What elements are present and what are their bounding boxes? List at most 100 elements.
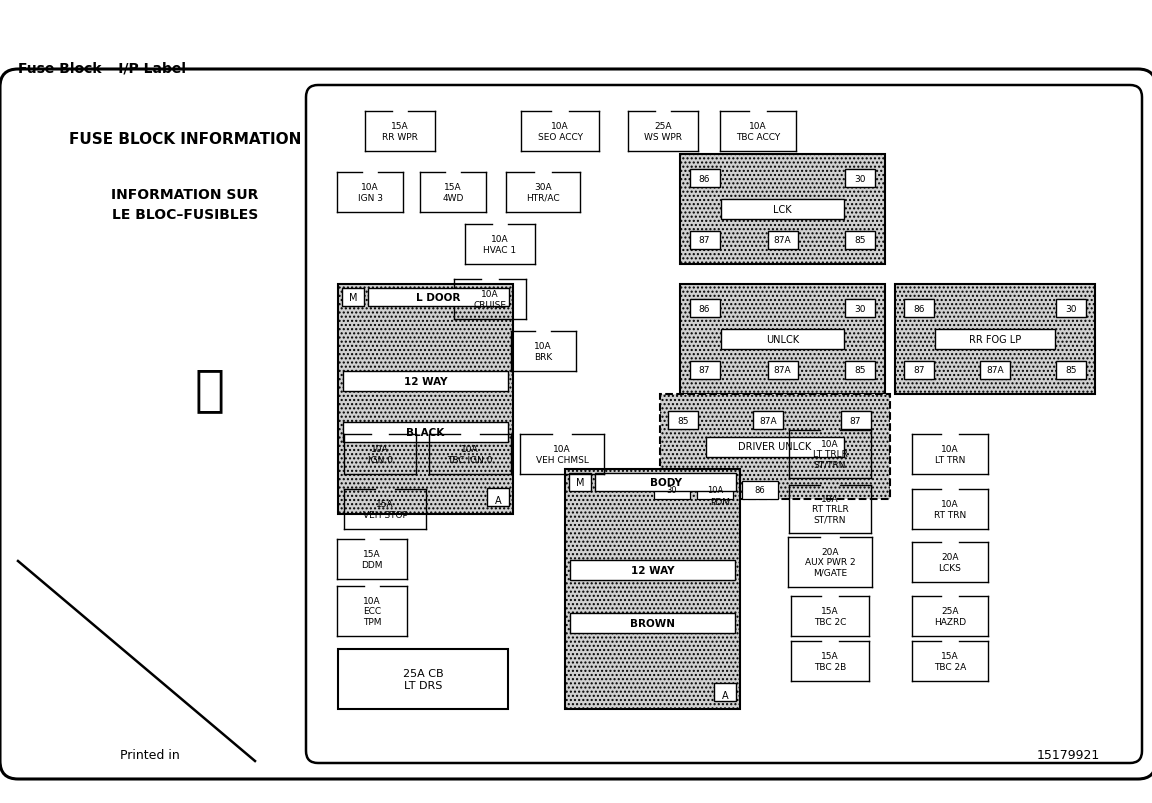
Text: BLACK: BLACK	[407, 427, 445, 438]
FancyBboxPatch shape	[841, 412, 871, 430]
Text: 87: 87	[699, 366, 711, 375]
Text: 87A: 87A	[986, 366, 1003, 375]
FancyBboxPatch shape	[680, 284, 885, 394]
Text: 15A
VEH STOP: 15A VEH STOP	[363, 499, 408, 519]
FancyBboxPatch shape	[714, 683, 736, 701]
Text: 📖: 📖	[195, 365, 225, 414]
Text: 30: 30	[855, 304, 866, 313]
FancyBboxPatch shape	[569, 474, 591, 491]
Text: 10A
LT TRLR
ST/TRN: 10A LT TRLR ST/TRN	[812, 439, 848, 469]
Text: 10A
RT TRN: 10A RT TRN	[934, 499, 967, 519]
FancyBboxPatch shape	[343, 422, 508, 442]
Text: 10A
HVAC 1: 10A HVAC 1	[484, 235, 516, 255]
FancyBboxPatch shape	[668, 412, 698, 430]
Text: DRIVER UNLCK: DRIVER UNLCK	[738, 442, 812, 452]
FancyBboxPatch shape	[487, 488, 509, 507]
Text: INFORMATION SUR: INFORMATION SUR	[112, 188, 259, 202]
Text: 20A
LCKS: 20A LCKS	[939, 552, 962, 572]
FancyBboxPatch shape	[338, 284, 513, 515]
Text: 10A
VEH CHMSL: 10A VEH CHMSL	[536, 445, 589, 464]
Text: 87A: 87A	[774, 366, 791, 375]
Text: 87A: 87A	[774, 236, 791, 245]
FancyBboxPatch shape	[654, 482, 690, 499]
Text: 30: 30	[1066, 304, 1077, 313]
FancyBboxPatch shape	[342, 288, 364, 307]
FancyBboxPatch shape	[935, 329, 1055, 349]
Text: 87: 87	[914, 366, 925, 375]
Text: LE BLOC–FUSIBLES: LE BLOC–FUSIBLES	[112, 208, 258, 222]
Text: 10A
TBC IGN 0: 10A TBC IGN 0	[447, 445, 493, 464]
FancyBboxPatch shape	[721, 329, 844, 349]
Text: 85: 85	[855, 366, 866, 375]
FancyBboxPatch shape	[0, 70, 1152, 779]
Text: 87: 87	[850, 416, 862, 426]
Text: UNLCK: UNLCK	[766, 335, 799, 344]
Text: A: A	[494, 495, 501, 505]
FancyBboxPatch shape	[980, 361, 1010, 379]
Text: 15A
TBC 2B: 15A TBC 2B	[813, 651, 846, 671]
Text: 85: 85	[677, 416, 689, 426]
Text: Printed in: Printed in	[120, 748, 180, 761]
Text: 87A: 87A	[759, 416, 776, 426]
Text: Fuse Block – I/P Label: Fuse Block – I/P Label	[18, 61, 185, 75]
FancyBboxPatch shape	[904, 361, 934, 379]
Text: 30A
HTR/AC: 30A HTR/AC	[526, 183, 560, 202]
FancyBboxPatch shape	[690, 361, 720, 379]
Text: LCK: LCK	[773, 205, 791, 214]
FancyBboxPatch shape	[680, 155, 885, 265]
FancyBboxPatch shape	[338, 649, 508, 709]
FancyBboxPatch shape	[564, 470, 740, 709]
FancyBboxPatch shape	[690, 170, 720, 188]
FancyBboxPatch shape	[767, 361, 797, 379]
Text: 10A
RT TRLR
ST/TRN: 10A RT TRLR ST/TRN	[812, 495, 848, 524]
Text: 86: 86	[699, 304, 711, 313]
FancyBboxPatch shape	[846, 300, 876, 318]
Text: 15179921: 15179921	[1037, 748, 1100, 761]
FancyBboxPatch shape	[570, 613, 735, 634]
Text: 20A
AUX PWR 2
M/GATE: 20A AUX PWR 2 M/GATE	[805, 548, 855, 577]
Text: 30: 30	[667, 486, 677, 495]
Text: 10A: 10A	[707, 486, 723, 495]
Text: 86: 86	[755, 486, 765, 495]
FancyBboxPatch shape	[697, 482, 733, 499]
Text: 86: 86	[914, 304, 925, 313]
FancyBboxPatch shape	[753, 412, 783, 430]
Text: PDM: PDM	[710, 498, 730, 507]
Text: 25A
WS WPR: 25A WS WPR	[644, 122, 682, 141]
Text: L DOOR: L DOOR	[416, 292, 461, 303]
Text: 12 WAY: 12 WAY	[631, 565, 674, 576]
Text: 15A
RR WPR: 15A RR WPR	[382, 122, 418, 141]
FancyBboxPatch shape	[1056, 361, 1086, 379]
FancyBboxPatch shape	[706, 437, 844, 457]
Text: 15A
DDM: 15A DDM	[362, 549, 382, 569]
Text: 25A CB
LT DRS: 25A CB LT DRS	[403, 668, 444, 690]
Text: 10A
SEO ACCY: 10A SEO ACCY	[538, 122, 583, 141]
Text: BODY: BODY	[650, 478, 682, 487]
FancyBboxPatch shape	[570, 560, 735, 581]
Text: 12 WAY: 12 WAY	[403, 377, 447, 387]
FancyBboxPatch shape	[846, 170, 876, 188]
Text: RR FOG LP: RR FOG LP	[969, 335, 1021, 344]
FancyBboxPatch shape	[742, 482, 778, 499]
Text: 10A
IGN 0: 10A IGN 0	[367, 445, 393, 464]
Text: 10A
CRUISE: 10A CRUISE	[473, 290, 507, 309]
FancyBboxPatch shape	[367, 288, 509, 307]
Text: 15A
4WD: 15A 4WD	[442, 183, 464, 202]
Text: 15A
TBC 2C: 15A TBC 2C	[813, 606, 847, 626]
FancyBboxPatch shape	[904, 300, 934, 318]
Text: M: M	[349, 292, 357, 303]
Text: BROWN: BROWN	[630, 618, 675, 628]
Text: FUSE BLOCK INFORMATION: FUSE BLOCK INFORMATION	[69, 132, 301, 147]
FancyBboxPatch shape	[895, 284, 1096, 394]
Text: 10A
IGN 3: 10A IGN 3	[357, 183, 382, 202]
FancyBboxPatch shape	[660, 394, 890, 499]
Text: 25A
HAZRD: 25A HAZRD	[934, 606, 967, 626]
FancyBboxPatch shape	[343, 372, 508, 392]
FancyBboxPatch shape	[846, 231, 876, 250]
Text: 30: 30	[855, 174, 866, 183]
Text: A: A	[721, 690, 728, 700]
FancyBboxPatch shape	[306, 86, 1142, 763]
Text: 10A
ECC
TPM: 10A ECC TPM	[363, 597, 381, 626]
Text: 85: 85	[855, 236, 866, 245]
FancyBboxPatch shape	[690, 231, 720, 250]
